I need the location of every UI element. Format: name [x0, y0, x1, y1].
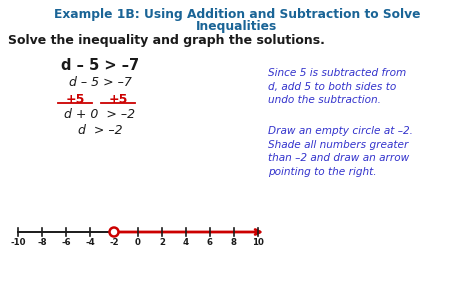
- Text: d + 0  > –2: d + 0 > –2: [64, 108, 136, 121]
- Circle shape: [109, 227, 118, 237]
- Text: Solve the inequality and graph the solutions.: Solve the inequality and graph the solut…: [8, 34, 325, 47]
- Text: +5: +5: [65, 93, 85, 106]
- Text: 2: 2: [159, 238, 165, 247]
- Text: d  > –2: d > –2: [78, 124, 122, 137]
- Text: -8: -8: [37, 238, 47, 247]
- Text: 10: 10: [252, 238, 264, 247]
- Text: 8: 8: [231, 238, 237, 247]
- Text: -4: -4: [85, 238, 95, 247]
- Text: +5: +5: [109, 93, 128, 106]
- Text: -10: -10: [10, 238, 26, 247]
- Text: 6: 6: [207, 238, 213, 247]
- Text: -6: -6: [61, 238, 71, 247]
- Text: Inequalities: Inequalities: [196, 20, 278, 33]
- Text: d – 5 > –7: d – 5 > –7: [61, 58, 139, 73]
- Text: Since 5 is subtracted from
d, add 5 to both sides to
undo the subtraction.: Since 5 is subtracted from d, add 5 to b…: [268, 68, 406, 105]
- Text: 4: 4: [183, 238, 189, 247]
- Text: d – 5 > –7: d – 5 > –7: [69, 76, 131, 89]
- Text: Draw an empty circle at –2.
Shade all numbers greater
than –2 and draw an arrow
: Draw an empty circle at –2. Shade all nu…: [268, 126, 413, 177]
- Text: Example 1B: Using Addition and Subtraction to Solve: Example 1B: Using Addition and Subtracti…: [54, 8, 420, 21]
- Text: 0: 0: [135, 238, 141, 247]
- Text: -2: -2: [109, 238, 119, 247]
